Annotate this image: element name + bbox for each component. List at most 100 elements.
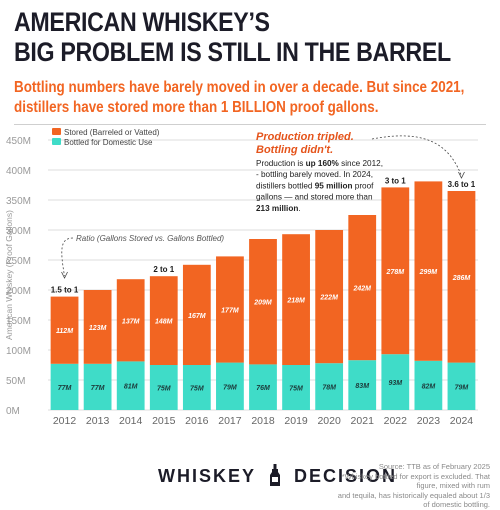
bottled-value-label: 77M	[58, 385, 72, 392]
bar-stored	[315, 230, 344, 364]
stored-value-label: 137M	[122, 318, 140, 325]
bottled-value-label: 78M	[322, 385, 336, 392]
bottled-value-label: 76M	[256, 385, 270, 392]
bar-bottled	[216, 362, 244, 410]
production-arrowhead	[458, 171, 465, 179]
x-tick-label: 2013	[86, 415, 110, 427]
bar-bottled	[282, 365, 310, 410]
legend-label-stored: Stored (Barreled or Vatted)	[64, 128, 160, 137]
production-body-segment: .	[298, 204, 300, 213]
bar-stored	[447, 191, 476, 363]
bar-bottled	[381, 354, 410, 410]
ratio-label: 3 to 1	[385, 176, 406, 185]
y-tick-label: 250M	[6, 256, 31, 267]
y-tick-label: 300M	[6, 226, 31, 237]
bar-bottled	[348, 360, 377, 410]
bar-bottled	[50, 363, 79, 410]
y-tick-label: 200M	[6, 286, 31, 297]
bottled-value-label: 75M	[289, 386, 303, 393]
production-body-line: - bottling barely moved. In 2024,	[256, 170, 373, 179]
bottled-value-label: 81M	[124, 384, 138, 391]
bar-stored	[414, 181, 443, 361]
brand-text-right: DECISION	[294, 466, 398, 486]
x-tick-label: 2023	[417, 415, 441, 427]
y-tick-label: 350M	[6, 196, 31, 207]
legend-swatch-bottled	[52, 138, 61, 145]
ratio-label: 1.5 to 1	[51, 286, 79, 295]
x-tick-label: 2024	[450, 415, 474, 427]
source-line-2: *Whiskey bottled for export is excluded.…	[341, 471, 490, 491]
source-line-3: and tequila, has historically equaled ab…	[337, 490, 490, 510]
legend-swatch-stored	[52, 128, 61, 135]
bar-stored	[249, 239, 277, 365]
x-tick-label: 2022	[384, 415, 408, 427]
bottled-value-label: 82M	[422, 383, 436, 390]
bar-stored	[50, 296, 79, 364]
stored-value-label: 123M	[89, 325, 107, 332]
bar-stored	[348, 215, 377, 361]
stored-value-label: 148M	[155, 319, 173, 326]
bar-stored	[216, 256, 244, 363]
production-body-segment: proof	[352, 181, 374, 190]
bar-bottled	[249, 364, 277, 410]
bar-bottled	[414, 360, 443, 410]
production-body-segment: - bottling barely moved. In 2024,	[256, 170, 373, 179]
production-body-segment: Production is	[256, 159, 306, 168]
x-tick-label: 2015	[152, 415, 176, 427]
bar-bottled	[182, 365, 211, 410]
bottled-value-label: 79M	[455, 384, 469, 391]
brand-text-left: WHISKEY	[158, 466, 257, 486]
production-heading-1: Production tripled.	[256, 131, 354, 143]
y-tick-label: 0M	[6, 406, 20, 417]
ratio-label: 2 to 1	[153, 265, 174, 274]
y-tick-label: 400M	[6, 166, 31, 177]
bar-bottled	[447, 362, 476, 410]
stored-value-label: 242M	[352, 286, 371, 293]
production-body-line: Production is up 160% since 2012,	[256, 159, 383, 168]
production-body-line: gallons — and stored more than	[256, 193, 373, 202]
stored-value-label: 218M	[286, 298, 305, 305]
subtitle: Bottling numbers have barely moved in ov…	[14, 79, 465, 116]
stored-value-label: 278M	[386, 269, 405, 276]
bar-stored	[381, 187, 410, 355]
bar-stored	[83, 290, 112, 364]
y-tick-label: 100M	[6, 346, 31, 357]
source-line-1: Source: TTB as of February 2025	[378, 462, 490, 471]
stored-value-label: 177M	[221, 308, 239, 315]
x-tick-label: 2014	[119, 415, 143, 427]
y-tick-label: 150M	[6, 316, 31, 327]
stored-value-label: 299M	[419, 269, 438, 276]
y-tick-label: 50M	[6, 376, 25, 387]
stored-value-label: 222M	[319, 295, 338, 302]
stored-value-label: 167M	[188, 313, 206, 320]
bar-stored	[282, 234, 310, 365]
bottled-value-label: 93M	[388, 380, 402, 387]
legend-label-bottled: Bottled for Domestic Use	[64, 138, 153, 147]
production-body-segment: up 160%	[306, 159, 340, 168]
x-tick-label: 2018	[251, 415, 275, 427]
x-tick-label: 2019	[284, 415, 308, 427]
production-body-segment: distillers bottled	[256, 181, 315, 190]
ratio-note-arrowhead	[61, 271, 68, 279]
production-body-line: 213 million.	[256, 204, 301, 213]
production-body-line: distillers bottled 95 million proof	[256, 181, 374, 190]
header-divider	[14, 124, 486, 125]
x-tick-label: 2016	[185, 415, 209, 427]
bar-bottled	[315, 363, 344, 410]
bottled-value-label: 83M	[355, 383, 369, 390]
bottled-value-label: 77M	[91, 385, 105, 392]
stored-value-label: 286M	[452, 275, 471, 282]
production-body-segment: 213 million	[256, 204, 298, 213]
bar-bottled	[116, 361, 145, 410]
ratio-note-arrow	[61, 237, 74, 277]
ratio-label: 3.6 to 1	[448, 180, 476, 189]
stored-value-label: 112M	[56, 328, 73, 335]
y-tick-label: 450M	[6, 136, 31, 147]
x-tick-label: 2021	[351, 415, 375, 427]
bar-bottled	[149, 365, 178, 410]
x-tick-label: 2012	[53, 415, 77, 427]
bar-stored	[116, 279, 145, 362]
bottled-value-label: 75M	[190, 386, 204, 393]
